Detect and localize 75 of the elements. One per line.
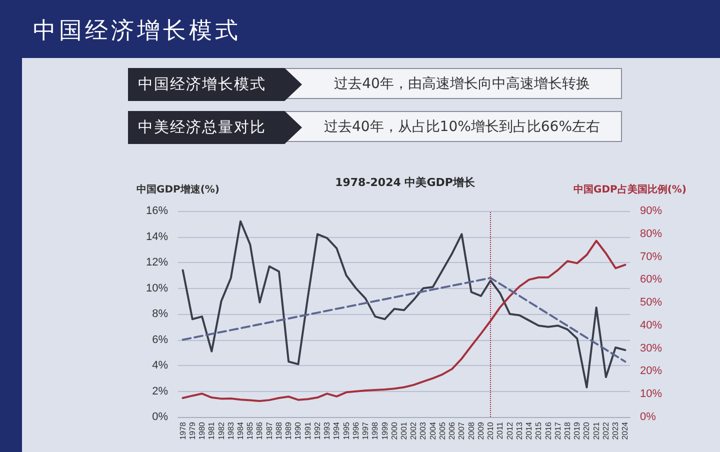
y2-tick-label: 30% (640, 342, 662, 354)
x-tick-label: 2024 (620, 421, 630, 440)
y-tick-label: 6% (152, 334, 168, 346)
y2-axis-title: 中国GDP占美国比例(%) (574, 184, 686, 196)
x-tick-label: 2001 (400, 421, 408, 440)
x-tick-label: 2003 (418, 421, 428, 440)
y-tick-label: 14% (146, 230, 168, 243)
y-tick-label: 16% (146, 205, 168, 217)
text: 过去40年，由高速增长向中高速增长转换 (333, 75, 591, 94)
x-tick-label: 1978 (178, 421, 188, 440)
x-tick-label: 1980 (198, 421, 207, 440)
x-tick-label: 2017 (553, 421, 562, 440)
y2-tick-label: 10% (640, 388, 662, 400)
x-tick-label: 1990 (294, 421, 303, 440)
x-tick-label: 2023 (611, 421, 620, 440)
y-tick-label: 4% (152, 360, 168, 372)
x-tick-label: 1992 (312, 421, 322, 440)
y-axis-title: 中国GDP增速(%) (136, 184, 220, 196)
x-tick-label: 1984 (236, 421, 246, 440)
x-tick-label: 1994 (332, 421, 342, 440)
x-tick-label: 2019 (572, 421, 582, 440)
y-tick-label: 0% (152, 411, 168, 423)
x-tick-label: 2014 (524, 421, 534, 440)
x-tick-label: 1999 (380, 421, 390, 440)
text: 中美经济总量对比 (138, 117, 266, 138)
line-series (182, 220, 626, 388)
y2-tick-label: 60% (640, 274, 662, 286)
y2-tick-label: 80% (640, 228, 662, 240)
y-tick-label: 10% (146, 282, 168, 294)
x-tick-label: 2011 (496, 421, 505, 440)
x-tick-label: 1996 (351, 421, 360, 440)
x-tick-label: 1993 (322, 421, 332, 440)
y-tick-label: 2% (152, 385, 168, 398)
x-tick-label: 1991 (303, 421, 312, 440)
x-tick-label: 1998 (370, 421, 380, 440)
text: 中国经济增长模式 (138, 74, 266, 95)
y-tick-label: 8% (152, 308, 168, 320)
x-tick-label: 2022 (601, 421, 610, 440)
chart-title: 1978-2024 中美GDP增长 (335, 176, 476, 189)
x-tick-label: 2007 (457, 421, 466, 440)
text: 过去40年，从占比10%增长到占比66%左右 (322, 118, 602, 137)
x-tick-label: 2018 (562, 421, 572, 440)
y-tick-label: 12% (146, 256, 168, 268)
x-tick-label: 2000 (390, 421, 399, 440)
x-tick-label: 2002 (409, 421, 418, 440)
x-tick-label: 2012 (505, 421, 514, 440)
y2-tick-label: 50% (640, 296, 662, 309)
y2-tick-label: 70% (640, 250, 662, 263)
x-tick-label: 2020 (582, 421, 592, 440)
x-tick-label: 2008 (466, 421, 476, 440)
x-tick-label: 1986 (255, 421, 264, 440)
x-tick-label: 1983 (226, 421, 236, 440)
y2-tick-label: 0% (640, 411, 656, 423)
x-tick-label: 1997 (361, 421, 370, 440)
x-tick-label: 2021 (592, 421, 601, 440)
x-tick-label: 2006 (448, 421, 457, 440)
x-tick-label: 1981 (207, 421, 216, 440)
x-tick-label: 1995 (342, 421, 351, 440)
x-tick-label: 2016 (544, 421, 553, 440)
x-tick-label: 1988 (274, 421, 284, 440)
x-tick-label: 2004 (428, 421, 438, 440)
x-tick-label: 2009 (476, 421, 486, 440)
y2-tick-label: 40% (640, 319, 662, 332)
x-tick-label: 2013 (514, 421, 524, 440)
y2-tick-label: 90% (640, 205, 662, 217)
text: 中国经济增长模式 (33, 17, 241, 46)
x-tick-label: 1987 (264, 421, 274, 440)
x-tick-label: 1989 (284, 421, 294, 440)
y2-tick-label: 20% (640, 365, 662, 378)
x-tick-label: 1979 (188, 421, 197, 440)
x-tick-label: 2010 (486, 421, 496, 440)
x-tick-label: 1982 (216, 421, 226, 440)
x-tick-label: 1985 (246, 421, 255, 440)
x-tick-label: 2015 (534, 421, 544, 440)
x-tick-label: 2005 (438, 421, 447, 440)
